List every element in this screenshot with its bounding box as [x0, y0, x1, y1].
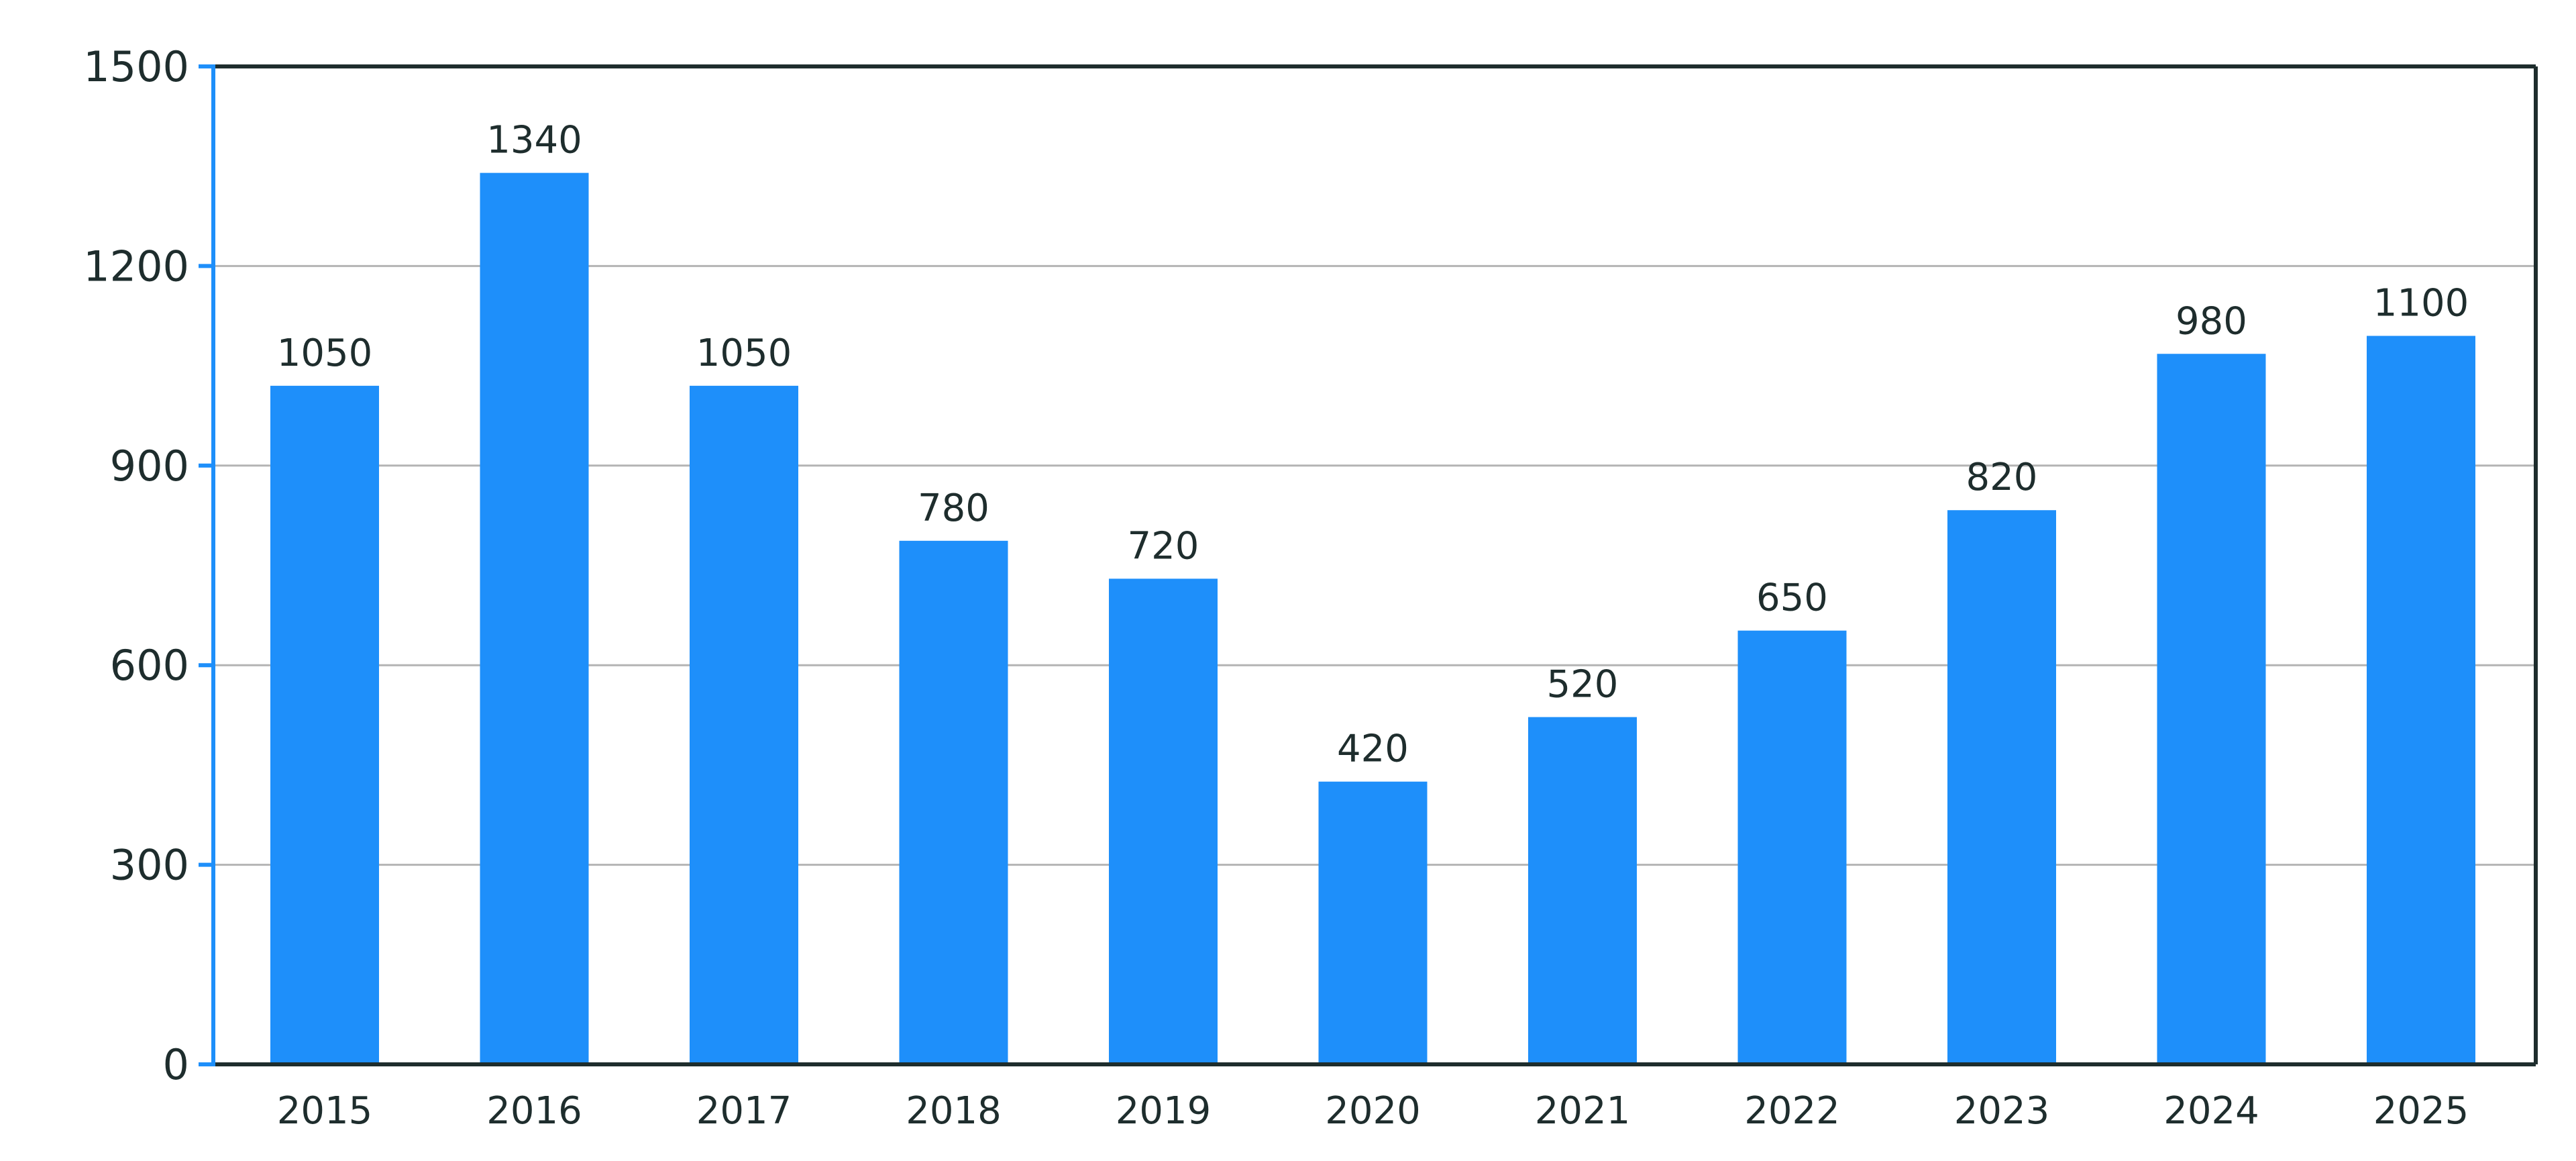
y-tick-label-0: 0: [163, 1040, 189, 1089]
x-tick-label-2018: 2018: [906, 1089, 1002, 1133]
x-tick-label-2015: 2015: [277, 1089, 373, 1133]
x-tick-label-2025: 2025: [2373, 1089, 2469, 1133]
x-tick-label-2021: 2021: [1535, 1089, 1631, 1133]
data-label-2020: 420: [1337, 727, 1409, 771]
data-label-2021: 520: [1547, 663, 1619, 707]
y-tick-label-300: 300: [110, 841, 189, 890]
y-tick-label-900: 900: [110, 442, 189, 491]
x-tick-label-2022: 2022: [1744, 1089, 1840, 1133]
y-tick-labels: 0 300 600 900 1200 1500: [83, 42, 189, 1089]
x-tick-labels: 2015 2016 2017 2018 2019 2020 2021 2022 2023 2024…: [277, 1089, 2469, 1133]
x-tick-label-2017: 2017: [696, 1089, 792, 1133]
data-label-2024: 980: [2176, 299, 2247, 343]
x-tick-label-2016: 2016: [486, 1089, 582, 1133]
bar-2020: [1318, 781, 1428, 1064]
bar-2023: [1947, 510, 2056, 1064]
y-tick-label-600: 600: [110, 641, 189, 690]
data-label-2023: 820: [1966, 456, 2038, 499]
bar-2016: [480, 172, 589, 1065]
bar-2017: [690, 385, 798, 1064]
data-label-2022: 650: [1756, 576, 1828, 620]
data-label-2015: 1050: [277, 332, 373, 375]
data-label-2018: 780: [918, 487, 989, 530]
bar-2018: [899, 540, 1008, 1064]
y-tick-label-1500: 1500: [83, 42, 189, 91]
bars: [270, 172, 2475, 1065]
bar-2024: [2157, 354, 2266, 1064]
x-tick-label-2020: 2020: [1325, 1089, 1421, 1133]
x-tick-label-2019: 2019: [1116, 1089, 1212, 1133]
bar-2021: [1528, 717, 1637, 1064]
y-tick-label-1200: 1200: [83, 242, 189, 291]
bar-2022: [1737, 630, 1847, 1064]
bar-2015: [270, 385, 379, 1064]
data-label-2025: 1100: [2373, 281, 2469, 325]
data-label-2017: 1050: [696, 332, 792, 375]
data-labels: 1050 1340 1050 780 720 420 520 650 820 980 1100: [277, 119, 2469, 771]
bar-2025: [2367, 336, 2475, 1064]
x-tick-label-2023: 2023: [1954, 1089, 2050, 1133]
bar-2019: [1109, 578, 1218, 1064]
data-label-2016: 1340: [486, 119, 582, 162]
data-label-2019: 720: [1128, 524, 1199, 568]
plot-frame: [199, 64, 2538, 1066]
x-tick-label-2024: 2024: [2163, 1089, 2259, 1133]
